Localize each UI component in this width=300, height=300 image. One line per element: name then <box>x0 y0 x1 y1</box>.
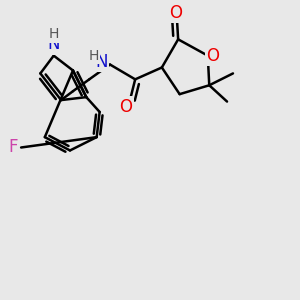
Text: N: N <box>47 35 60 53</box>
Text: F: F <box>9 138 18 156</box>
Text: H: H <box>89 49 99 63</box>
Text: H: H <box>49 27 59 41</box>
Text: O: O <box>119 98 132 116</box>
Text: O: O <box>206 46 219 64</box>
Text: N: N <box>95 52 108 70</box>
Text: O: O <box>169 4 183 22</box>
